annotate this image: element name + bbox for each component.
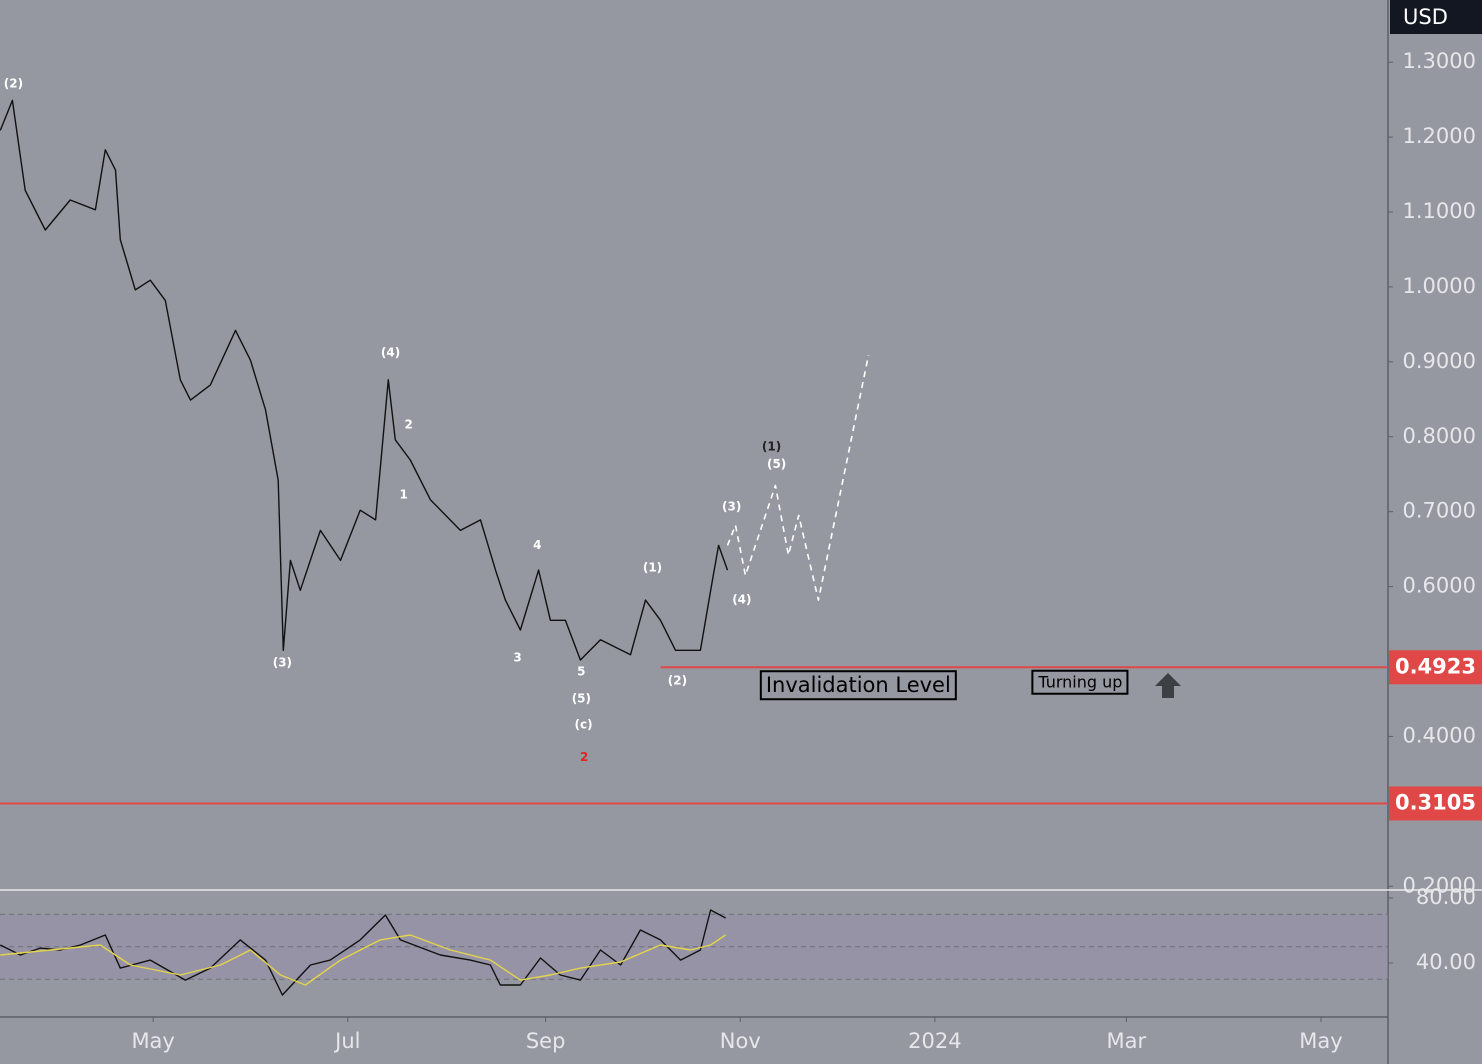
box-label: Turning up — [1037, 673, 1122, 692]
wave-label: 5 — [577, 664, 585, 678]
y-tick-label: 1.2000 — [1403, 124, 1476, 148]
wave-label: 1 — [399, 488, 407, 502]
wave-label: 2 — [405, 417, 413, 431]
level-tag — [1389, 786, 1482, 821]
wave-label: 4 — [533, 538, 541, 552]
y-tick-label: 0.8000 — [1403, 424, 1476, 448]
y-tick-label: 1.1000 — [1403, 199, 1476, 223]
layer: 0.20000.30000.40000.50000.60000.70000.80… — [0, 49, 1482, 1053]
y-tick-label: 40.00 — [1416, 950, 1476, 974]
wave-label: (2) — [668, 673, 687, 687]
x-tick-label: Jul — [333, 1029, 360, 1053]
level-tag — [1389, 650, 1482, 685]
y-tick-label: 80.00 — [1416, 885, 1476, 909]
wave-label: 3 — [513, 650, 521, 664]
wave-label: (2) — [4, 76, 23, 90]
wave-label: (c) — [575, 718, 593, 732]
wave-label: 2 — [580, 750, 588, 764]
wave-label: (4) — [732, 593, 751, 607]
currency: USD — [1403, 5, 1448, 29]
y-tick-label: 0.4000 — [1403, 723, 1476, 747]
wave-label: (1) — [762, 440, 781, 454]
level-label: 0.4923 — [1395, 654, 1476, 678]
wave-label: (5) — [572, 691, 591, 705]
wave-label: (5) — [767, 457, 786, 471]
y-tick-label: 0.2000 — [1403, 873, 1476, 897]
y-tick-label: 1.0000 — [1403, 274, 1476, 298]
x-tick-label: 2024 — [908, 1029, 961, 1053]
x-tick-label: May — [1299, 1029, 1342, 1053]
wave-label: (4) — [381, 345, 400, 359]
box-frame — [759, 670, 957, 701]
wave-label: (3) — [722, 500, 741, 514]
level-label: 0.3105 — [1395, 790, 1476, 814]
wave-label: (3) — [273, 656, 292, 670]
y-tick-label: 1.3000 — [1403, 49, 1476, 73]
y-tick-label: 0.6000 — [1403, 574, 1476, 598]
y-tick-label: 0.7000 — [1403, 499, 1476, 523]
series-line — [0, 934, 726, 986]
wave-label: (1) — [643, 560, 662, 574]
series-line — [726, 354, 870, 601]
x-tick-label: Nov — [720, 1029, 761, 1053]
box-frame — [1031, 669, 1129, 695]
series-line — [0, 99, 729, 661]
series-line — [0, 909, 726, 996]
currency-box — [1390, 0, 1482, 34]
y-tick-label: 0.9000 — [1403, 349, 1476, 373]
x-tick-label: Sep — [526, 1029, 566, 1053]
x-tick-label: May — [131, 1029, 174, 1053]
x-tick-label: Mar — [1107, 1029, 1147, 1053]
up-arrow — [1155, 673, 1181, 698]
box-label: Invalidation Level — [766, 673, 951, 697]
